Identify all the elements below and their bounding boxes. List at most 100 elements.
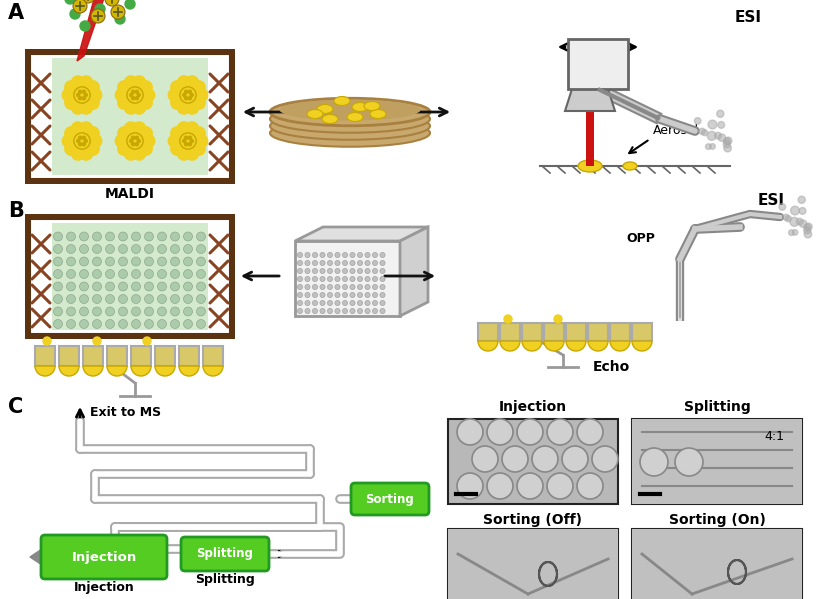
Circle shape <box>700 129 707 136</box>
Circle shape <box>342 261 347 265</box>
Circle shape <box>115 135 128 147</box>
Circle shape <box>139 96 152 109</box>
Circle shape <box>132 147 146 160</box>
Circle shape <box>327 285 332 289</box>
Circle shape <box>54 307 62 316</box>
Circle shape <box>157 319 166 328</box>
Circle shape <box>65 143 78 155</box>
Ellipse shape <box>334 96 349 105</box>
Circle shape <box>305 252 310 258</box>
Circle shape <box>71 101 84 114</box>
Circle shape <box>357 301 362 305</box>
FancyBboxPatch shape <box>59 346 79 366</box>
Circle shape <box>192 127 205 140</box>
Circle shape <box>297 252 302 258</box>
Circle shape <box>694 117 700 124</box>
Circle shape <box>379 252 385 258</box>
Circle shape <box>185 143 187 146</box>
Circle shape <box>305 292 310 298</box>
Circle shape <box>349 292 354 298</box>
FancyBboxPatch shape <box>52 223 208 330</box>
Circle shape <box>190 93 193 96</box>
Circle shape <box>342 292 347 298</box>
Circle shape <box>312 285 317 289</box>
Circle shape <box>790 206 798 215</box>
Circle shape <box>171 127 184 140</box>
Circle shape <box>171 257 180 266</box>
Circle shape <box>79 136 82 140</box>
Circle shape <box>132 319 140 328</box>
Circle shape <box>182 93 185 96</box>
Circle shape <box>379 276 385 282</box>
Circle shape <box>357 268 362 274</box>
Circle shape <box>132 232 140 241</box>
Circle shape <box>297 268 302 274</box>
Circle shape <box>705 144 710 150</box>
Circle shape <box>342 308 347 314</box>
Wedge shape <box>587 341 607 351</box>
Ellipse shape <box>316 104 333 113</box>
Circle shape <box>335 308 339 314</box>
Circle shape <box>639 448 667 476</box>
Circle shape <box>698 128 705 134</box>
FancyBboxPatch shape <box>25 214 234 339</box>
Circle shape <box>796 218 802 225</box>
Circle shape <box>188 143 191 146</box>
Circle shape <box>118 81 131 93</box>
FancyBboxPatch shape <box>447 529 617 599</box>
Circle shape <box>804 223 811 231</box>
Circle shape <box>185 147 199 160</box>
FancyBboxPatch shape <box>83 346 103 366</box>
Circle shape <box>335 301 339 305</box>
Circle shape <box>157 282 166 291</box>
Wedge shape <box>478 341 498 351</box>
Wedge shape <box>107 366 127 376</box>
Circle shape <box>79 122 93 135</box>
FancyBboxPatch shape <box>295 241 400 316</box>
Circle shape <box>93 232 101 241</box>
Circle shape <box>717 134 724 141</box>
Circle shape <box>118 127 131 140</box>
Circle shape <box>723 144 730 152</box>
Circle shape <box>305 261 310 265</box>
Circle shape <box>66 232 75 241</box>
Circle shape <box>144 244 153 253</box>
Circle shape <box>84 93 87 96</box>
Circle shape <box>144 257 153 266</box>
Circle shape <box>792 229 797 235</box>
Ellipse shape <box>270 98 430 126</box>
Circle shape <box>349 285 354 289</box>
Circle shape <box>183 257 192 266</box>
Wedge shape <box>499 341 519 351</box>
FancyBboxPatch shape <box>41 535 166 579</box>
Circle shape <box>118 270 128 279</box>
Circle shape <box>674 448 702 476</box>
FancyBboxPatch shape <box>543 323 563 341</box>
FancyBboxPatch shape <box>52 58 208 175</box>
Circle shape <box>185 101 199 114</box>
Circle shape <box>297 276 302 282</box>
Circle shape <box>171 244 180 253</box>
Ellipse shape <box>623 162 636 170</box>
Circle shape <box>89 135 102 147</box>
Wedge shape <box>631 341 651 351</box>
Circle shape <box>144 282 153 291</box>
Circle shape <box>297 292 302 298</box>
Text: Echo: Echo <box>592 360 629 374</box>
Circle shape <box>196 282 205 291</box>
Circle shape <box>142 89 155 101</box>
FancyBboxPatch shape <box>631 529 801 599</box>
Circle shape <box>118 282 128 291</box>
Circle shape <box>357 261 362 265</box>
Circle shape <box>80 21 90 31</box>
Polygon shape <box>77 0 121 61</box>
Circle shape <box>192 96 205 109</box>
Polygon shape <box>400 227 427 316</box>
Circle shape <box>183 319 192 328</box>
Circle shape <box>517 473 542 499</box>
Circle shape <box>93 244 101 253</box>
Circle shape <box>66 319 75 328</box>
Ellipse shape <box>321 114 338 123</box>
Ellipse shape <box>352 102 368 111</box>
Circle shape <box>54 282 62 291</box>
